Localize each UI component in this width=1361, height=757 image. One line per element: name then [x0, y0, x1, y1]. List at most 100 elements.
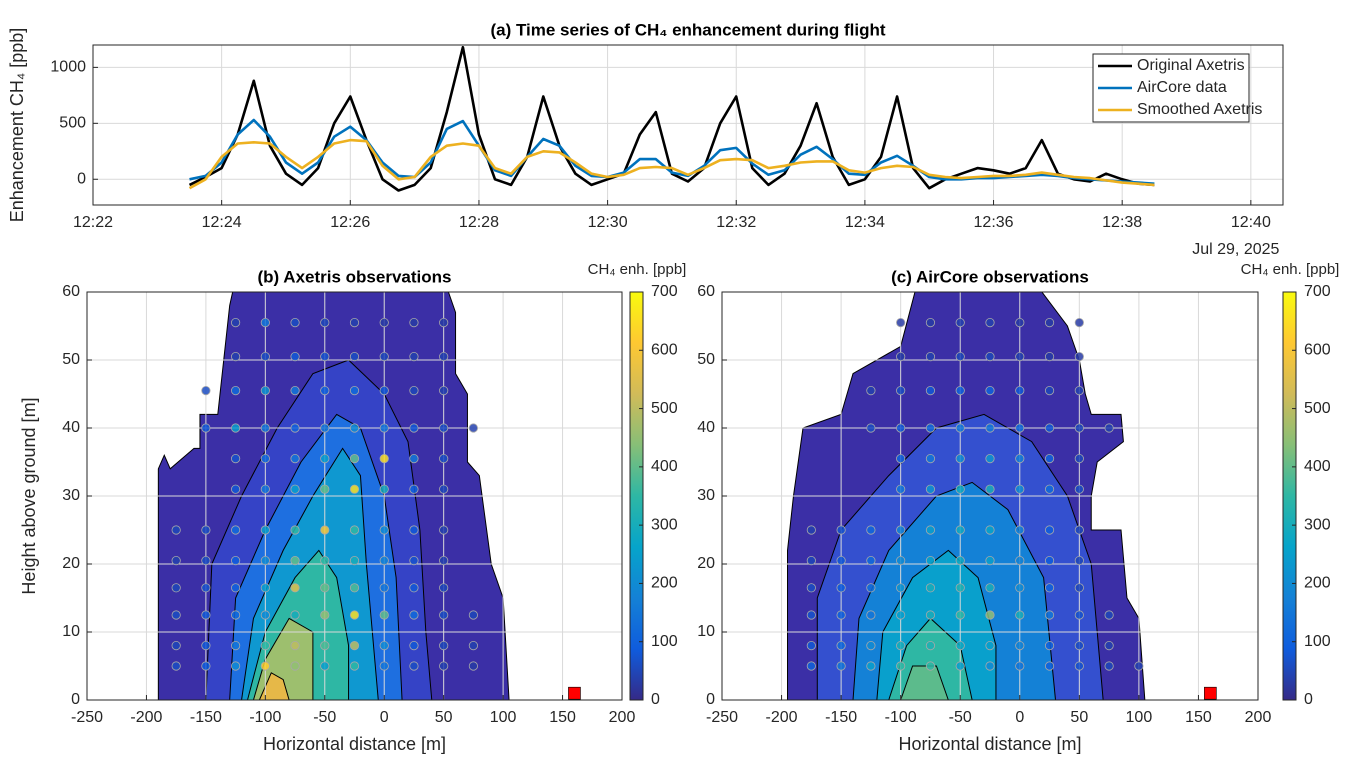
- observation-point: [409, 640, 419, 651]
- observation-point: [955, 351, 965, 362]
- observation-point: [806, 640, 816, 651]
- observation-point: [320, 317, 330, 328]
- observation-point: [439, 525, 449, 535]
- x-tick-label: 0: [380, 709, 389, 726]
- observation-point: [231, 484, 241, 494]
- colorbar-tick-label: 400: [1304, 458, 1331, 475]
- observation-point: [379, 385, 389, 396]
- observation-point: [379, 555, 389, 566]
- colorbar-tick-label: 600: [1304, 342, 1331, 359]
- observation-point: [290, 610, 300, 620]
- observation-point: [320, 385, 330, 396]
- observation-point: [985, 555, 995, 566]
- observation-point: [409, 555, 419, 566]
- observation-point: [806, 583, 816, 593]
- x-tick-label: -150: [190, 709, 222, 726]
- observation-point: [1015, 525, 1025, 535]
- observation-point: [320, 351, 330, 362]
- observation-point: [409, 423, 419, 433]
- observation-point: [1015, 317, 1025, 328]
- observation-point: [1044, 640, 1055, 651]
- x-tick-label: -100: [885, 709, 917, 726]
- observation-point: [409, 453, 419, 464]
- observation-point: [1015, 484, 1025, 494]
- observation-point: [955, 423, 965, 433]
- chart-title: (b) Axetris observations: [258, 267, 452, 286]
- observation-point: [1044, 317, 1055, 328]
- observation-point: [955, 661, 965, 671]
- y-tick-label: 0: [71, 691, 80, 708]
- observation-point: [290, 525, 300, 535]
- observation-point: [985, 661, 995, 671]
- observation-point: [985, 453, 995, 464]
- observation-point: [379, 453, 389, 464]
- legend-label: AirCore data: [1137, 79, 1227, 96]
- observation-point: [955, 610, 965, 620]
- observation-point: [1074, 484, 1084, 494]
- y-axis-label: Height above ground [m]: [19, 397, 39, 594]
- observation-point: [201, 525, 211, 535]
- observation-point: [260, 583, 270, 593]
- observation-point: [290, 351, 300, 362]
- observation-point: [379, 317, 389, 328]
- observation-point: [171, 640, 181, 651]
- colorbar: [629, 291, 644, 701]
- observation-point: [896, 423, 906, 433]
- x-tick-label: 12:34: [845, 214, 885, 231]
- observation-point: [290, 423, 300, 433]
- y-tick-label: 60: [697, 283, 715, 300]
- observation-point: [955, 525, 965, 535]
- observation-point: [1044, 555, 1055, 566]
- y-tick-label: 0: [77, 170, 86, 187]
- observation-point: [290, 385, 300, 396]
- legend-label: Smoothed Axetris: [1137, 101, 1262, 118]
- observation-point: [171, 583, 181, 593]
- observation-point: [201, 385, 211, 396]
- observation-point: [468, 640, 478, 651]
- observation-point: [1015, 351, 1025, 362]
- observation-point: [925, 317, 936, 328]
- source-marker: [568, 686, 581, 700]
- observation-point: [409, 385, 419, 396]
- observation-point: [290, 661, 300, 671]
- x-tick-label: -150: [825, 709, 857, 726]
- observation-point: [201, 640, 211, 651]
- observation-point: [439, 423, 449, 433]
- observation-point: [985, 317, 995, 328]
- series-line: [189, 118, 1155, 185]
- observation-point: [896, 583, 906, 593]
- observation-point: [925, 484, 936, 494]
- x-tick-label: -50: [949, 709, 972, 726]
- observation-point: [806, 610, 816, 620]
- observation-point: [925, 640, 936, 651]
- observation-point: [231, 453, 241, 464]
- observation-point: [1044, 610, 1055, 620]
- observation-point: [231, 317, 241, 328]
- colorbar-tick-label: 100: [651, 633, 678, 650]
- observation-point: [171, 525, 181, 535]
- observation-point: [290, 317, 300, 328]
- observation-point: [349, 610, 360, 620]
- observation-point: [1074, 640, 1084, 651]
- y-tick-label: 60: [62, 283, 80, 300]
- colorbar-label: CH₄ enh. [ppb]: [588, 261, 687, 278]
- observation-point: [866, 385, 876, 396]
- observation-point: [1015, 453, 1025, 464]
- observation-point: [1104, 610, 1114, 620]
- observation-point: [985, 351, 995, 362]
- observation-point: [985, 640, 995, 651]
- observation-point: [260, 351, 270, 362]
- y-tick-label: 10: [62, 623, 80, 640]
- observation-point: [409, 610, 419, 620]
- observation-point: [925, 385, 936, 396]
- observation-point: [439, 453, 449, 464]
- colorbar: [1282, 291, 1297, 701]
- observation-point: [231, 583, 241, 593]
- observation-point: [260, 610, 270, 620]
- observation-point: [1074, 555, 1084, 566]
- date-label: Jul 29, 2025: [1192, 241, 1279, 258]
- observation-point: [349, 583, 360, 593]
- observation-point: [866, 423, 876, 433]
- observation-point: [468, 610, 478, 620]
- observation-point: [349, 661, 360, 671]
